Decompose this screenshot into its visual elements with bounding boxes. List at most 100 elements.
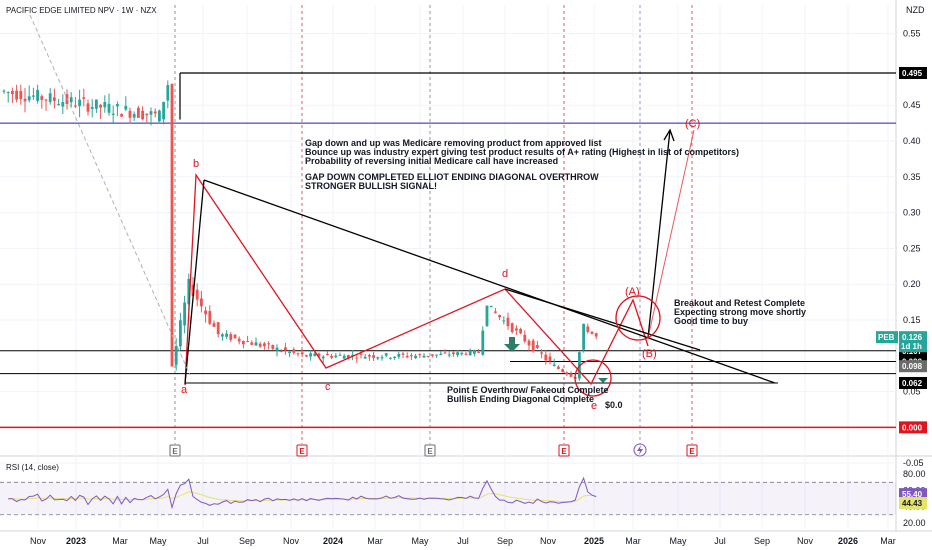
candle-body bbox=[405, 355, 409, 358]
candle-body bbox=[158, 110, 161, 122]
candle-body bbox=[237, 338, 241, 342]
candle-body bbox=[78, 99, 81, 107]
time-tick-label: Jul bbox=[714, 536, 726, 546]
candle-body bbox=[221, 334, 224, 337]
candle-body bbox=[523, 334, 527, 342]
candle-body bbox=[426, 355, 430, 357]
projection-red bbox=[647, 129, 695, 339]
price-tag-text: 0.098 bbox=[902, 362, 923, 371]
wave-label-a: a bbox=[181, 384, 188, 396]
event-marker: E bbox=[558, 444, 570, 457]
candle-body bbox=[200, 298, 203, 307]
zero-price-note: $0.0 bbox=[605, 400, 623, 410]
candle-body bbox=[300, 352, 304, 355]
candle-body bbox=[162, 101, 165, 120]
candle-body bbox=[263, 343, 266, 347]
gap-note-line-3: Probability of reversing initial Medicar… bbox=[305, 156, 558, 166]
event-marker: E bbox=[296, 444, 308, 457]
candle-body bbox=[225, 333, 228, 337]
candle-body bbox=[401, 353, 405, 355]
candle-body bbox=[594, 333, 598, 337]
point-e-note-line-1: Point E Overthrow/ Fakeout Complete bbox=[447, 385, 609, 395]
candle-body bbox=[11, 90, 14, 95]
candle-body bbox=[506, 317, 510, 327]
candle-body bbox=[179, 320, 182, 347]
candle-body bbox=[569, 373, 573, 377]
time-tick-label: 2026 bbox=[838, 536, 858, 546]
candle-body bbox=[174, 345, 178, 365]
time-axis[interactable]: Nov 2023 Mar May Jul Sep Nov 2024 Mar May Jul Sep No… bbox=[30, 536, 896, 546]
projection-arrowhead bbox=[663, 128, 675, 142]
time-tick-label: Mar bbox=[880, 536, 896, 546]
candle-body bbox=[431, 354, 434, 356]
candle-body bbox=[212, 323, 216, 327]
event-marker: E bbox=[424, 444, 436, 457]
candle-body bbox=[145, 113, 149, 116]
time-tick-label: Sep bbox=[239, 536, 255, 546]
candle-body bbox=[132, 114, 136, 118]
candle-body bbox=[515, 328, 518, 331]
price-tag-text: 0.495 bbox=[902, 69, 923, 78]
candle-body bbox=[376, 357, 380, 359]
candle-body bbox=[128, 110, 132, 118]
candle-body bbox=[27, 96, 31, 101]
breakout-note: Breakout and Retest Complete Expecting s… bbox=[674, 298, 806, 326]
candle-body bbox=[565, 372, 569, 375]
symbol-tag-bg bbox=[876, 331, 898, 344]
candle-body bbox=[418, 354, 422, 356]
trend-line-upper bbox=[203, 179, 776, 384]
rsi-tick-label: 80.00 bbox=[903, 469, 926, 479]
candle-body bbox=[204, 310, 207, 315]
candle-body bbox=[452, 352, 455, 355]
candle-body bbox=[141, 110, 144, 120]
time-tick-label: Jul bbox=[457, 536, 469, 546]
candle-body bbox=[44, 99, 48, 101]
price-tag-bg bbox=[899, 376, 927, 389]
candle-body bbox=[86, 103, 90, 112]
point-e-note: Point E Overthrow/ Fakeout Complete Bull… bbox=[447, 385, 623, 410]
last-price-text: 0.126 bbox=[902, 333, 923, 342]
price-tag-0.000: 0.000 bbox=[899, 421, 927, 434]
grid bbox=[0, 5, 896, 531]
rsi-tick-label: 20.00 bbox=[903, 518, 926, 528]
rsi-line bbox=[8, 476, 597, 510]
gap-note-line-2: Bounce up was industry expert giving tes… bbox=[305, 147, 739, 157]
candle-body bbox=[296, 353, 300, 355]
candle-body bbox=[422, 355, 426, 358]
candle-body bbox=[153, 111, 157, 114]
candle-body bbox=[481, 330, 485, 355]
candle-body bbox=[531, 340, 535, 352]
candle-body bbox=[317, 353, 321, 357]
lightning-marker bbox=[633, 443, 647, 457]
dashed-diagonal bbox=[29, 14, 191, 376]
drawings bbox=[29, 14, 776, 397]
wave-label-e: e bbox=[591, 400, 597, 412]
rsi-ma-text: 44.43 bbox=[902, 499, 923, 508]
candle-body bbox=[242, 340, 245, 345]
candle-body bbox=[288, 351, 291, 354]
candle-body bbox=[561, 369, 564, 372]
candle-body bbox=[195, 289, 199, 300]
breakout-note-line-1: Breakout and Retest Complete bbox=[674, 298, 805, 308]
candle-body bbox=[355, 357, 359, 359]
candle-body bbox=[95, 99, 98, 109]
event-marker: E bbox=[169, 444, 181, 457]
last-price-timer: 1d 1h bbox=[901, 342, 922, 351]
rsi-ma-tag-bg bbox=[899, 497, 927, 510]
candle-body bbox=[460, 352, 464, 355]
price-axis[interactable]: 0.55 0.45 0.40 0.35 0.30 0.25 0.20 0.15 0.05 -0.0… bbox=[876, 29, 927, 469]
candle-body bbox=[321, 356, 325, 359]
candle-body bbox=[57, 104, 60, 106]
candle-body bbox=[19, 91, 23, 100]
time-tick-label: Nov bbox=[283, 536, 300, 546]
time-tick-label: Jul bbox=[197, 536, 209, 546]
breakout-note-line-2: Expecting strong move shortly bbox=[674, 307, 806, 317]
candle-body bbox=[90, 106, 94, 109]
candle-body bbox=[485, 305, 489, 327]
candle-body bbox=[275, 347, 279, 351]
candle-body bbox=[124, 105, 128, 110]
price-tag-0.062: 0.062 bbox=[899, 376, 927, 389]
price-tick-label: 0.05 bbox=[903, 387, 921, 397]
